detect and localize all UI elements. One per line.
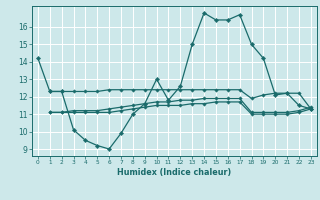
X-axis label: Humidex (Indice chaleur): Humidex (Indice chaleur) bbox=[117, 168, 232, 177]
